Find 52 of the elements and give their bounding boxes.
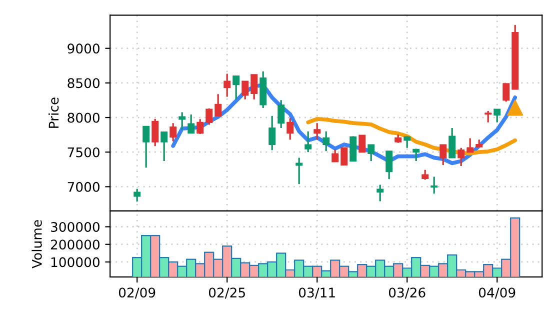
candlestick — [278, 99, 285, 129]
candlestick — [440, 144, 447, 166]
candlestick — [484, 110, 492, 124]
y-tick-label: 7500 — [68, 147, 100, 158]
candlestick — [304, 130, 312, 153]
candlestick — [286, 117, 294, 140]
y-tick-label: 7000 — [68, 182, 100, 192]
candlestick — [422, 169, 429, 181]
candlestick — [412, 148, 420, 162]
candlestick — [386, 150, 393, 180]
candlestick — [268, 115, 276, 151]
candlestick — [178, 111, 186, 131]
y-tick-label: 9000 — [68, 44, 100, 54]
candlestick — [152, 118, 159, 147]
candlestick — [160, 131, 168, 162]
x-tick-label: 03/11 — [298, 288, 335, 299]
x-tick-label: 04/09 — [478, 288, 516, 299]
candlestick — [206, 107, 213, 126]
y-axis-title: Volume — [32, 220, 42, 268]
candlestick — [430, 176, 438, 194]
candlestick — [296, 156, 303, 185]
candlestick — [332, 148, 339, 162]
x-tick-label: 03/26 — [388, 288, 426, 299]
candlestick — [376, 184, 384, 202]
candlestick — [142, 126, 150, 168]
candlestick — [448, 127, 456, 159]
candlestick — [224, 72, 231, 98]
y-tick-label: 200000 — [50, 240, 100, 250]
x-tick-label: 02/09 — [118, 288, 156, 299]
y-tick-label: 8500 — [68, 78, 100, 88]
candlestick — [188, 114, 195, 134]
y-tick-label: 100000 — [51, 257, 100, 268]
candlestick — [170, 122, 177, 142]
candlestick — [196, 118, 204, 135]
candlestick — [322, 130, 330, 152]
candlestick — [242, 80, 249, 100]
y-tick-label: 8000 — [68, 112, 100, 123]
candlestick — [368, 144, 375, 162]
x-tick-label: 02/25 — [208, 288, 245, 299]
candlestick — [134, 188, 141, 202]
y-tick-label: 300000 — [51, 222, 100, 232]
candlestick — [358, 134, 366, 153]
candlestick — [502, 82, 510, 103]
candlestick — [232, 75, 240, 100]
candlestick — [314, 122, 321, 140]
candlestick — [340, 147, 348, 166]
candlestick — [214, 93, 222, 118]
candlestick — [250, 74, 258, 100]
candlestick — [466, 137, 474, 153]
candlestick — [458, 146, 465, 167]
candlestick — [494, 108, 501, 124]
y-axis-title: Price — [48, 98, 59, 128]
